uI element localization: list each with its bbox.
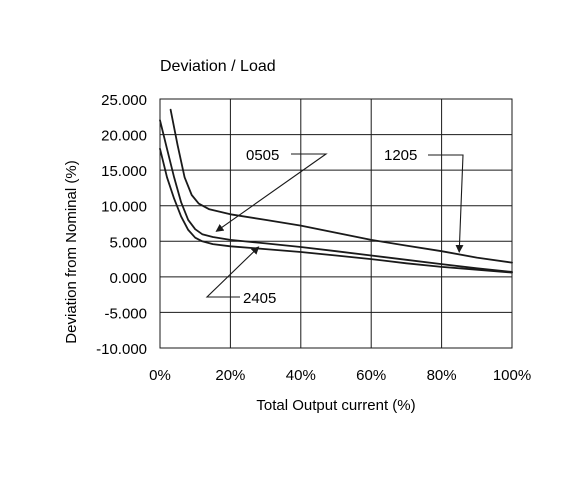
callout-leader-0505 xyxy=(215,153,328,232)
callout-label-1205: 1205 xyxy=(384,147,417,164)
callout-label-2405: 2405 xyxy=(243,290,276,307)
plot-frame xyxy=(159,98,513,349)
y-tick-label: -5.000 xyxy=(104,305,147,322)
series-line-2405 xyxy=(159,147,513,274)
callout-leader-2405 xyxy=(205,246,260,298)
y-tick-label: 20.000 xyxy=(101,128,147,145)
x-tick-label: 80% xyxy=(427,367,457,384)
x-tick-label: 100% xyxy=(493,367,531,384)
series-line-1205 xyxy=(169,108,513,264)
series-line-0505 xyxy=(159,119,513,273)
x-tick-label: 60% xyxy=(356,367,386,384)
x-tick-label: 40% xyxy=(286,367,316,384)
y-tick-label: 25.000 xyxy=(101,92,147,109)
y-tick-label: 0.000 xyxy=(109,270,147,287)
callouts: 0505 1205 2405 xyxy=(205,147,464,307)
y-tick-label: 10.000 xyxy=(101,199,147,216)
y-tick-label: 15.000 xyxy=(101,163,147,180)
series-lines xyxy=(159,108,513,274)
x-tick-label: 20% xyxy=(215,367,245,384)
callout-label-0505: 0505 xyxy=(246,147,279,164)
y-tick-label: 5.000 xyxy=(109,234,147,251)
x-tick-label: 0% xyxy=(149,367,171,384)
grid xyxy=(159,98,513,349)
callout-leader-1205 xyxy=(428,154,464,253)
y-tick-label: -10.000 xyxy=(96,341,147,358)
x-axis-label: Total Output current (%) xyxy=(256,397,415,414)
y-axis-label: Deviation from Nominal (%) xyxy=(63,160,80,343)
tick-labels: 25.000 20.000 15.000 10.000 5.000 0.000 -5.000… xyxy=(96,92,531,384)
chart-title: Deviation / Load xyxy=(160,58,276,75)
